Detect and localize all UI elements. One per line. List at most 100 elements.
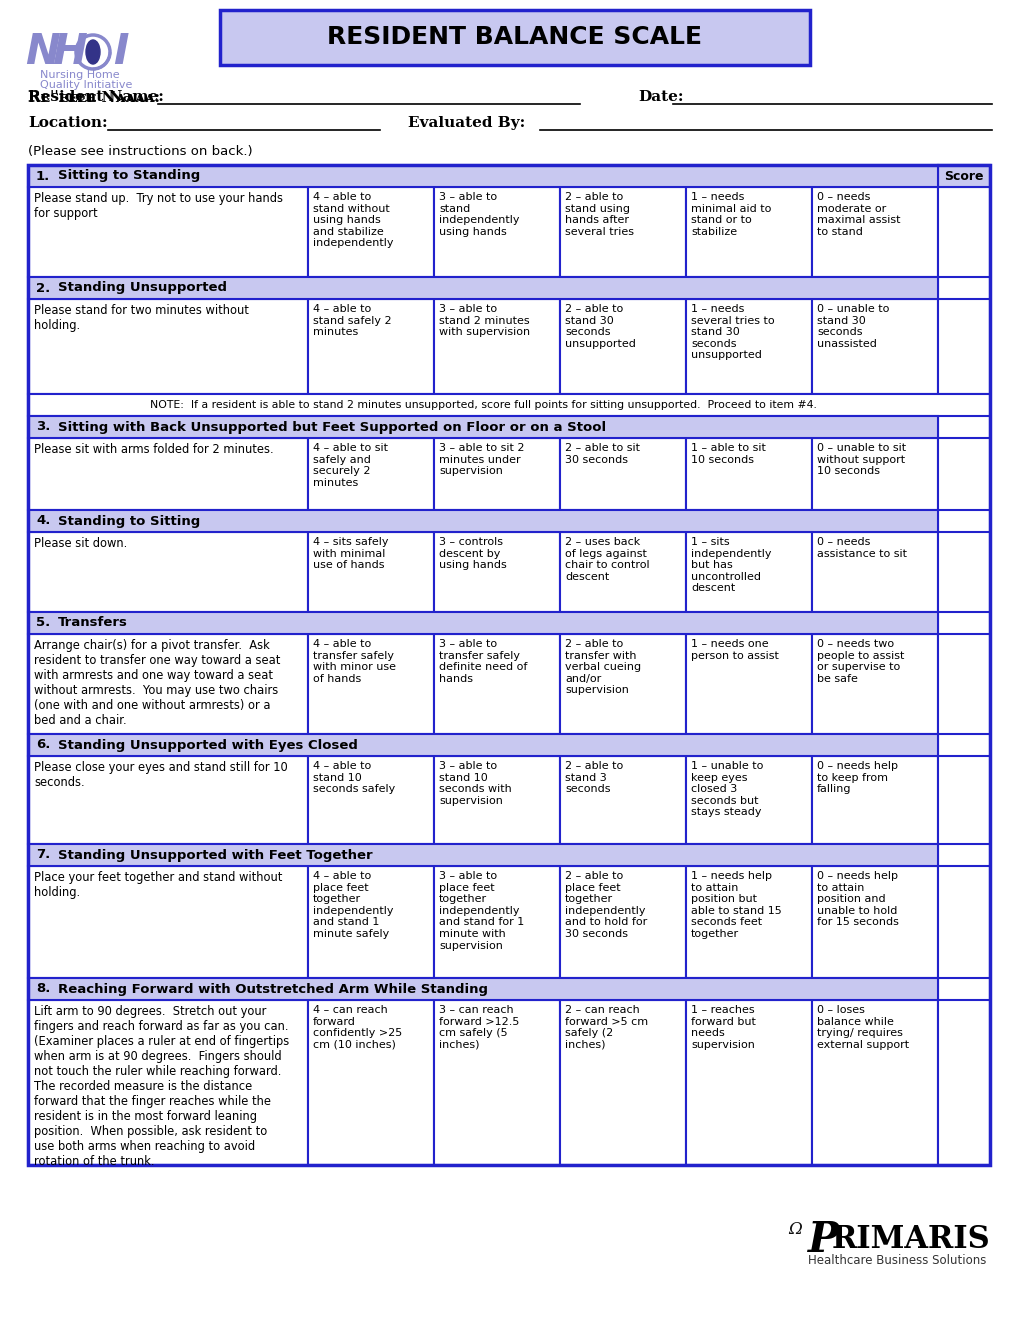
Text: N: N <box>25 30 60 73</box>
Text: 4.: 4. <box>36 515 50 528</box>
Text: 2 – able to sit
30 seconds: 2 – able to sit 30 seconds <box>565 444 639 465</box>
Bar <box>28 187 308 277</box>
Text: Reaching Forward with Outstretched Arm While Standing: Reaching Forward with Outstretched Arm W… <box>58 982 487 995</box>
Bar <box>686 300 811 393</box>
Bar <box>308 187 433 277</box>
Text: Please close your eyes and stand still for 10
seconds.: Please close your eyes and stand still f… <box>34 762 287 789</box>
Bar <box>433 866 559 978</box>
Text: 1 – needs
several tries to
stand 30
seconds
unsupported: 1 – needs several tries to stand 30 seco… <box>690 304 773 360</box>
Text: 0 – needs
moderate or
maximal assist
to stand: 0 – needs moderate or maximal assist to … <box>816 191 900 236</box>
Text: Ω: Ω <box>788 1221 801 1238</box>
Text: Evaluated By:: Evaluated By: <box>408 116 525 129</box>
Text: 3 – able to
stand
independently
using hands: 3 – able to stand independently using ha… <box>438 191 519 236</box>
Text: 4 – able to
stand 10
seconds safely: 4 – able to stand 10 seconds safely <box>313 762 395 795</box>
Text: 4 – sits safely
with minimal
use of hands: 4 – sits safely with minimal use of hand… <box>313 537 388 570</box>
Text: Place your feet together and stand without
holding.: Place your feet together and stand witho… <box>34 871 282 899</box>
Text: 0 – needs two
people to assist
or supervise to
be safe: 0 – needs two people to assist or superv… <box>816 639 904 684</box>
Bar <box>811 187 937 277</box>
Text: Lift arm to 90 degrees.  Stretch out your
fingers and reach forward as far as yo: Lift arm to 90 degrees. Stretch out your… <box>34 1005 289 1168</box>
Bar <box>28 978 937 1001</box>
Bar <box>559 532 686 612</box>
Bar <box>559 756 686 843</box>
Bar <box>686 634 811 734</box>
Text: RESIDENT BALANCE SCALE: RESIDENT BALANCE SCALE <box>327 25 702 49</box>
Text: 3 – can reach
forward >12.5
cm safely (5
inches): 3 – can reach forward >12.5 cm safely (5… <box>438 1005 519 1049</box>
Text: H: H <box>52 30 87 73</box>
Bar <box>559 866 686 978</box>
Text: Rᴇˈˈᴇᴇᴇᴇ Nᴀᴀᴀᴀ:: Rᴇˈˈᴇᴇᴇᴇ Nᴀᴀᴀᴀ: <box>28 91 160 106</box>
Text: 2 – able to
place feet
together
independently
and to hold for
30 seconds: 2 – able to place feet together independ… <box>565 871 647 939</box>
Text: 3 – able to
stand 10
seconds with
supervision: 3 – able to stand 10 seconds with superv… <box>438 762 512 805</box>
Bar <box>28 843 937 866</box>
Bar <box>559 300 686 393</box>
Bar <box>937 438 989 510</box>
Text: 4 – able to sit
safely and
securely 2
minutes: 4 – able to sit safely and securely 2 mi… <box>313 444 387 488</box>
Bar <box>28 612 937 634</box>
Text: 2.: 2. <box>36 281 50 294</box>
Bar <box>937 1001 989 1166</box>
Bar <box>308 300 433 393</box>
Text: 4 – can reach
forward
confidently >25
cm (10 inches): 4 – can reach forward confidently >25 cm… <box>313 1005 401 1049</box>
Bar <box>28 532 308 612</box>
Bar <box>28 165 989 1166</box>
Bar <box>686 187 811 277</box>
Text: Quality Initiative: Quality Initiative <box>40 81 132 90</box>
Text: 1 – unable to
keep eyes
closed 3
seconds but
stays steady: 1 – unable to keep eyes closed 3 seconds… <box>690 762 762 817</box>
Text: Arrange chair(s) for a pivot transfer.  Ask
resident to transfer one way toward : Arrange chair(s) for a pivot transfer. A… <box>34 639 280 727</box>
Text: 7.: 7. <box>36 849 50 862</box>
Bar <box>433 634 559 734</box>
Bar <box>28 300 308 393</box>
Bar <box>937 866 989 978</box>
Bar <box>308 438 433 510</box>
Text: 2 – able to
stand using
hands after
several tries: 2 – able to stand using hands after seve… <box>565 191 634 236</box>
Bar <box>433 1001 559 1166</box>
Bar <box>28 438 308 510</box>
Text: Score: Score <box>944 169 982 182</box>
Ellipse shape <box>86 40 100 63</box>
Bar <box>559 187 686 277</box>
Text: NOTE:  If a resident is able to stand 2 minutes unsupported, score full points f: NOTE: If a resident is able to stand 2 m… <box>150 400 815 411</box>
Bar <box>559 438 686 510</box>
Bar <box>308 1001 433 1166</box>
Text: 2 – uses back
of legs against
chair to control
descent: 2 – uses back of legs against chair to c… <box>565 537 649 582</box>
Bar <box>686 756 811 843</box>
Bar <box>937 756 989 843</box>
Text: (Please see instructions on back.): (Please see instructions on back.) <box>28 145 253 158</box>
Bar <box>308 756 433 843</box>
Text: 0 – needs help
to attain
position and
unable to hold
for 15 seconds: 0 – needs help to attain position and un… <box>816 871 898 928</box>
Bar <box>308 866 433 978</box>
Bar <box>433 756 559 843</box>
Bar <box>686 532 811 612</box>
Text: Standing Unsupported with Eyes Closed: Standing Unsupported with Eyes Closed <box>58 738 358 751</box>
Text: Standing Unsupported with Feet Together: Standing Unsupported with Feet Together <box>58 849 372 862</box>
Text: 1 – reaches
forward but
needs
supervision: 1 – reaches forward but needs supervisio… <box>690 1005 755 1049</box>
Text: 4 – able to
transfer safely
with minor use
of hands: 4 – able to transfer safely with minor u… <box>313 639 395 684</box>
Bar <box>28 165 937 187</box>
Text: Resident Name:: Resident Name: <box>28 90 164 104</box>
Text: 2 – able to
stand 30
seconds
unsupported: 2 – able to stand 30 seconds unsupported <box>565 304 635 348</box>
Bar <box>811 438 937 510</box>
Text: 3 – able to
place feet
together
independently
and stand for 1
minute with
superv: 3 – able to place feet together independ… <box>438 871 524 950</box>
Bar <box>937 187 989 277</box>
Bar <box>433 532 559 612</box>
Text: RIMARIS: RIMARIS <box>832 1225 989 1255</box>
Text: Sitting with Back Unsupported but Feet Supported on Floor or on a Stool: Sitting with Back Unsupported but Feet S… <box>58 421 605 433</box>
Bar <box>811 300 937 393</box>
Text: 2 – able to
stand 3
seconds: 2 – able to stand 3 seconds <box>565 762 623 795</box>
Text: 0 – loses
balance while
trying/ requires
external support: 0 – loses balance while trying/ requires… <box>816 1005 908 1049</box>
Bar <box>937 165 989 187</box>
Text: 6.: 6. <box>36 738 50 751</box>
Bar <box>28 634 308 734</box>
Bar <box>811 866 937 978</box>
Text: 3 – controls
descent by
using hands: 3 – controls descent by using hands <box>438 537 506 570</box>
Bar <box>433 187 559 277</box>
Text: Transfers: Transfers <box>58 616 127 630</box>
Text: Nursing Home: Nursing Home <box>40 70 119 81</box>
Bar <box>220 11 809 65</box>
Text: Standing to Sitting: Standing to Sitting <box>58 515 200 528</box>
Bar <box>937 532 989 612</box>
Bar <box>28 734 937 756</box>
Text: 0 – unable to sit
without support
10 seconds: 0 – unable to sit without support 10 sec… <box>816 444 905 477</box>
Text: 3 – able to sit 2
minutes under
supervision: 3 – able to sit 2 minutes under supervis… <box>438 444 524 477</box>
Text: 3 – able to
stand 2 minutes
with supervision: 3 – able to stand 2 minutes with supervi… <box>438 304 530 337</box>
